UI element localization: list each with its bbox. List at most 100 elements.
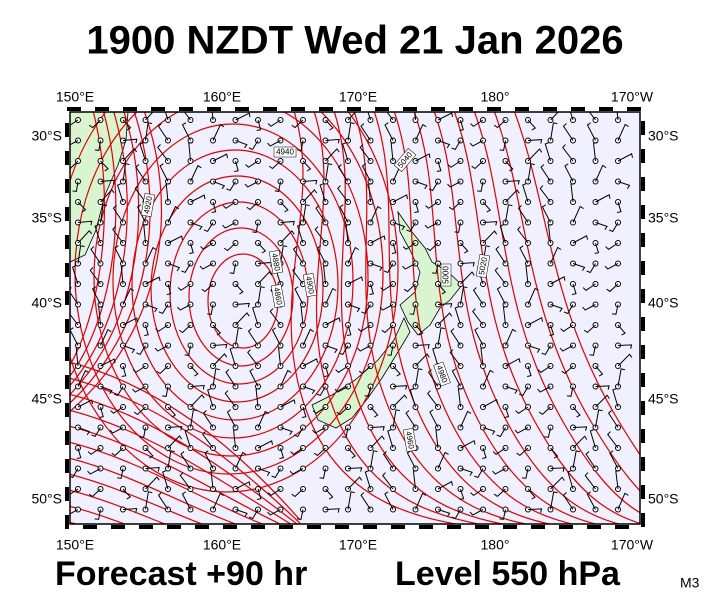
barb (595, 222, 608, 230)
barb (459, 488, 465, 501)
contour (131, 149, 339, 421)
barb (325, 488, 334, 500)
barb (212, 368, 220, 387)
barb (87, 468, 101, 475)
barb (437, 480, 454, 490)
barb (325, 119, 334, 131)
barb (617, 181, 631, 189)
barb (247, 349, 259, 367)
barb (252, 222, 259, 233)
barb (100, 328, 112, 346)
contours (70, 112, 640, 524)
contour-label-box (140, 193, 156, 217)
barb (292, 267, 304, 285)
barb (448, 201, 461, 211)
barb (387, 429, 394, 449)
barb (87, 447, 101, 455)
barb (325, 345, 338, 354)
barb (110, 406, 124, 414)
title: 1900 NZDT Wed 21 Jan 2026 (86, 19, 623, 63)
barb (518, 386, 529, 397)
barb (592, 142, 598, 162)
barb (387, 345, 394, 356)
barb (379, 304, 394, 311)
barb (460, 468, 473, 476)
barb (537, 365, 551, 373)
contour-label-text: 4940 (276, 148, 294, 157)
barb (505, 160, 514, 172)
barb (415, 324, 424, 336)
barb (325, 163, 333, 182)
barb (608, 222, 619, 233)
contour (150, 175, 324, 403)
contour-label-text: 4880 (270, 252, 282, 272)
barb (617, 492, 629, 510)
barb (595, 194, 611, 203)
barb (412, 470, 418, 490)
barb (323, 265, 328, 285)
barb (384, 491, 394, 510)
barb (425, 201, 439, 209)
barb (495, 246, 506, 264)
barb (415, 344, 430, 349)
barb (386, 112, 394, 121)
barb (257, 286, 265, 305)
barb (177, 283, 191, 291)
barb (122, 317, 139, 326)
lon-label: 150°E (56, 537, 94, 553)
barb (471, 160, 484, 170)
barb (477, 181, 484, 192)
barb (482, 427, 496, 435)
barb (181, 491, 191, 510)
barb (566, 386, 574, 397)
barb (267, 488, 281, 496)
barb (167, 205, 180, 223)
contour-label-box (475, 254, 491, 278)
barb (145, 276, 161, 285)
barb (617, 368, 626, 387)
barb (257, 271, 273, 285)
barb (315, 205, 326, 223)
barb (437, 303, 453, 308)
barb (595, 164, 607, 182)
barb (527, 139, 543, 144)
barb (334, 386, 349, 393)
barb (280, 399, 296, 408)
barb (257, 440, 274, 449)
barb (505, 189, 520, 203)
barb (280, 201, 289, 213)
barb (77, 399, 94, 408)
contour (70, 473, 204, 524)
barb (527, 148, 543, 162)
barb (563, 304, 574, 315)
contour (70, 377, 301, 524)
barb (451, 509, 461, 520)
barb (345, 224, 351, 244)
contour-label: 4920 (140, 193, 156, 217)
barb (391, 242, 397, 255)
barb (595, 365, 604, 377)
barb (229, 263, 236, 274)
barb (212, 123, 225, 141)
barb (122, 508, 138, 513)
barb (145, 304, 158, 313)
barb (302, 204, 310, 223)
barb (202, 410, 214, 428)
contour-label: 5020 (475, 254, 491, 278)
barb (99, 406, 104, 419)
contour-label: 4900 (302, 273, 318, 297)
barb (212, 353, 228, 367)
barb (94, 224, 101, 244)
barb (338, 345, 349, 356)
barb (100, 179, 115, 185)
barb (502, 306, 508, 326)
barb (202, 431, 214, 449)
contour (70, 489, 167, 524)
barb (278, 347, 283, 367)
barb (70, 140, 79, 146)
barb (347, 476, 363, 490)
barb (248, 140, 259, 151)
barb (132, 365, 146, 373)
lon-label: 170°E (339, 537, 377, 553)
